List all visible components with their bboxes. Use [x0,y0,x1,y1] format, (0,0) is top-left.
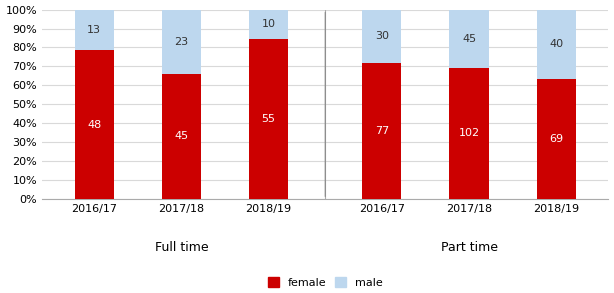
Text: 55: 55 [262,114,276,124]
Text: 45: 45 [174,132,188,142]
Text: 40: 40 [549,39,563,49]
Bar [249,39,288,199]
Text: 48: 48 [87,120,101,130]
Text: Part time: Part time [440,241,497,254]
Text: 102: 102 [459,128,480,138]
Bar [537,10,576,79]
Bar [75,10,114,50]
Text: 23: 23 [174,37,188,47]
Bar [449,10,489,68]
Bar [362,10,402,63]
Legend: female, male: female, male [263,273,387,292]
Bar [249,10,288,39]
Text: 77: 77 [375,126,389,136]
Bar [449,68,489,199]
Bar [75,50,114,199]
Text: 13: 13 [87,25,101,35]
Bar [537,79,576,199]
Text: Full time: Full time [155,241,208,254]
Bar [362,63,402,199]
Text: 10: 10 [262,19,276,29]
Text: 30: 30 [375,31,389,41]
Text: 45: 45 [462,34,476,44]
Bar [162,74,201,199]
Text: 69: 69 [549,134,563,144]
Bar [162,10,201,74]
